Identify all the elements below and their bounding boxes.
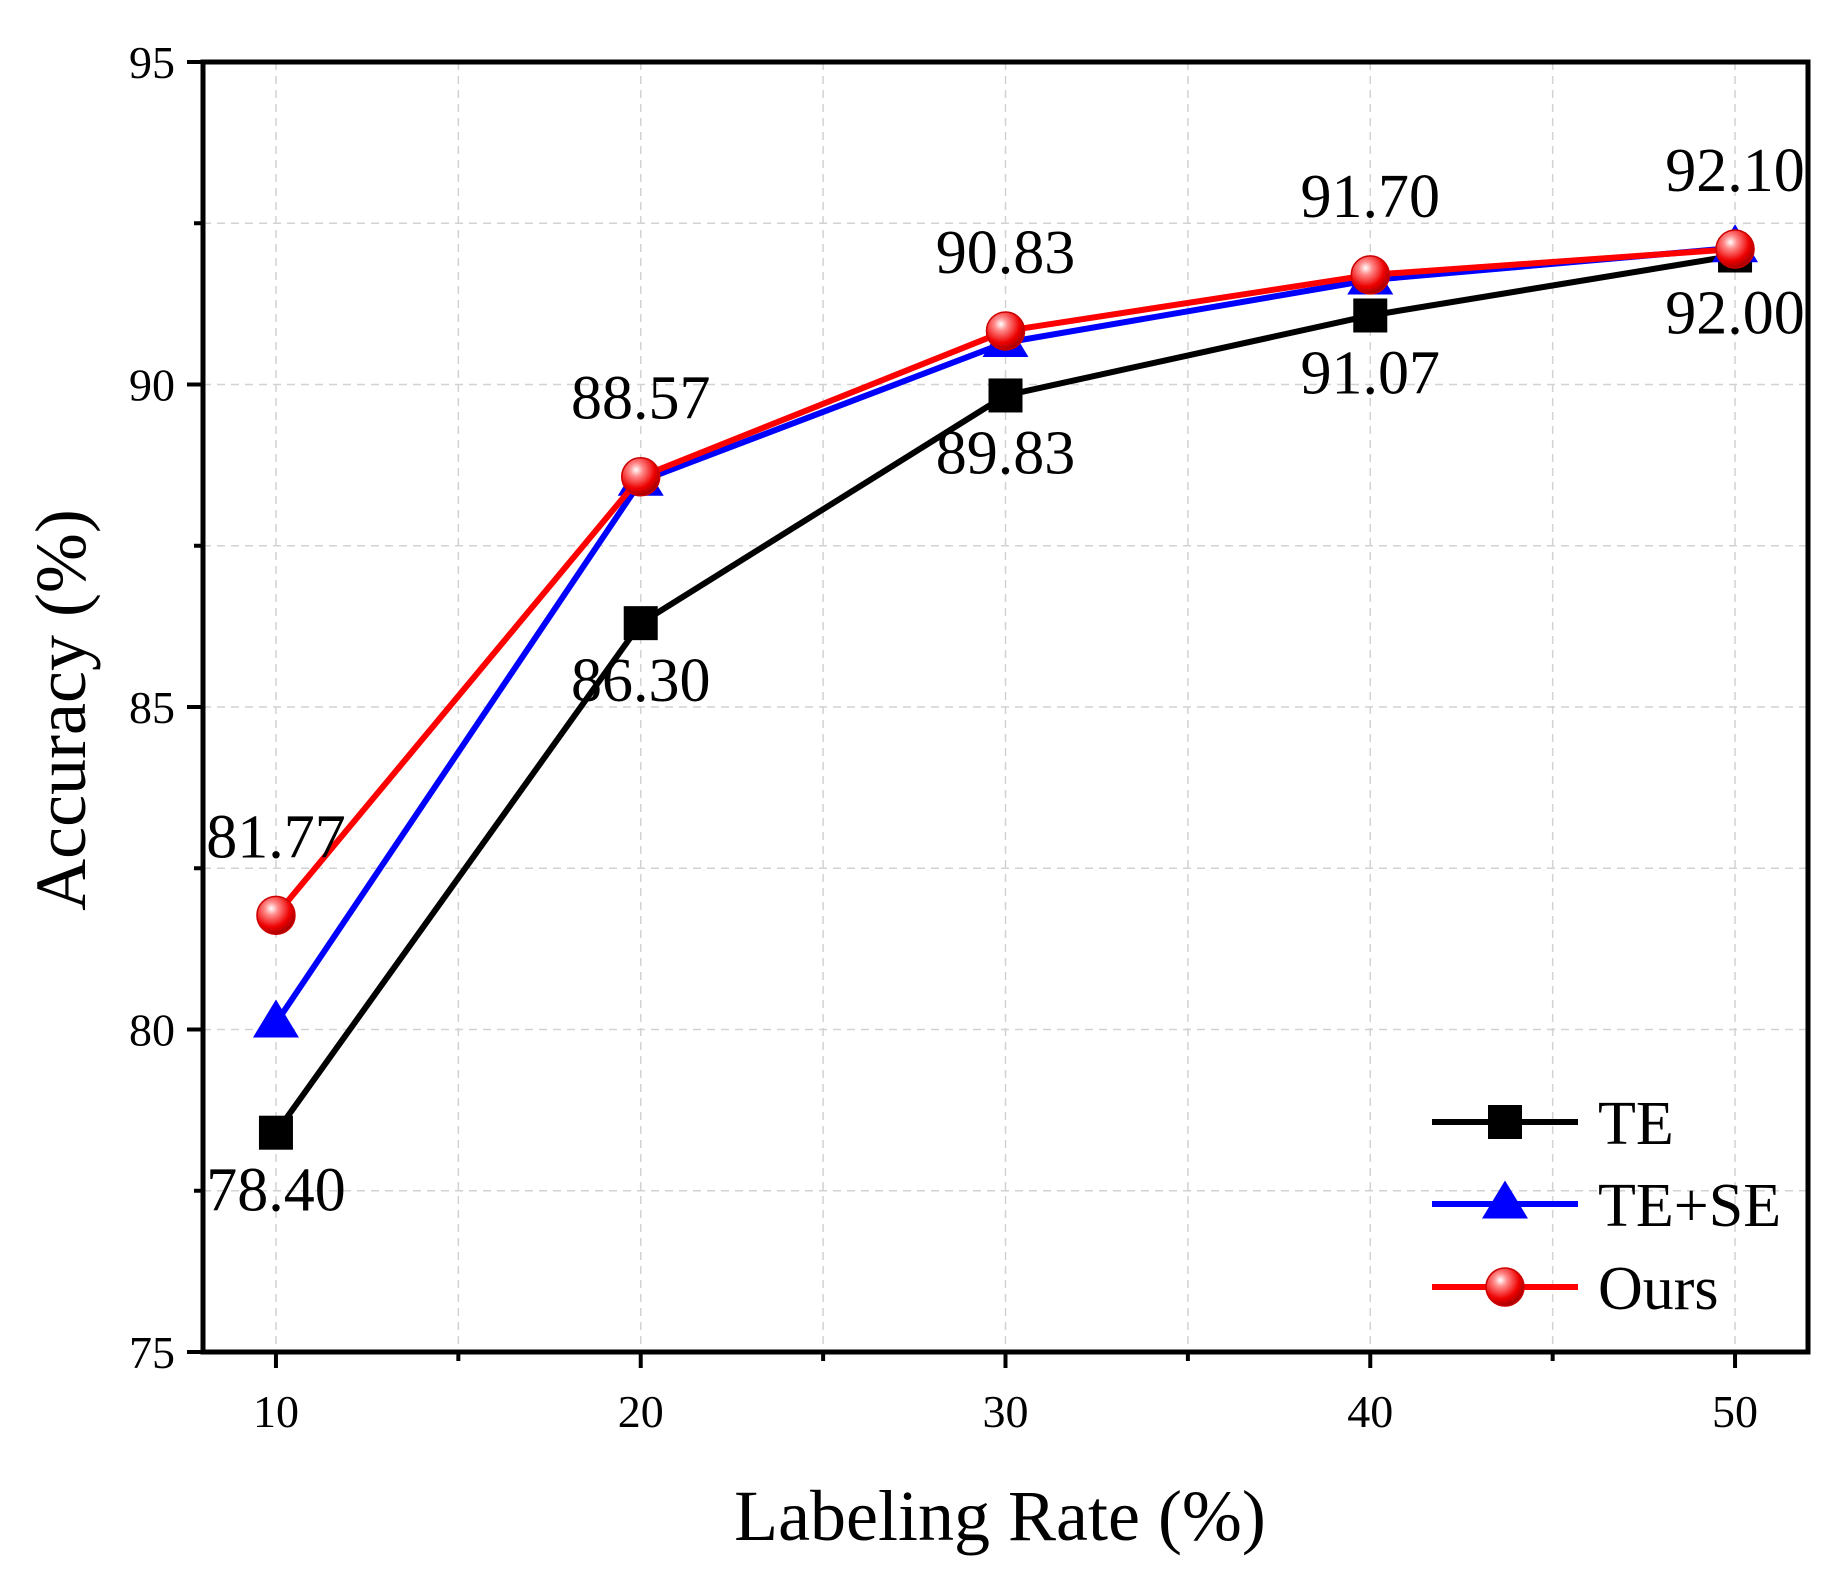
x-tick-label: 50	[1712, 1386, 1758, 1437]
data-label: 78.40	[206, 1157, 346, 1225]
x-tick-label: 40	[1347, 1386, 1393, 1437]
square-marker	[1353, 298, 1388, 333]
data-labels: 78.40 86.30 89.83 91.07 92.00 81.77 88.57 90.83…	[206, 137, 1805, 1225]
circle-marker	[985, 311, 1026, 351]
square-marker	[988, 378, 1023, 413]
circle-marker	[620, 456, 661, 497]
legend-label-te-se: TE+SE	[1598, 1172, 1781, 1240]
circle-marker	[1715, 229, 1755, 269]
x-axis-title: Labeling Rate (%)	[734, 1476, 1266, 1556]
circle-marker	[1485, 1267, 1525, 1307]
axes: 10 20 30 40 50 75 80 85 90 95	[129, 37, 1811, 1437]
legend-label-ours: Ours	[1598, 1255, 1719, 1323]
data-label: 91.07	[1301, 339, 1441, 407]
triangle-marker	[1482, 1180, 1528, 1219]
y-tick-label: 95	[129, 37, 175, 88]
x-tick-label: 10	[253, 1386, 299, 1437]
y-axis-title: Accuracy (%)	[21, 509, 101, 911]
series-layer	[252, 224, 1759, 1150]
data-label: 90.83	[936, 219, 1076, 287]
y-tick-label: 75	[129, 1327, 175, 1378]
x-tick-label: 30	[983, 1386, 1029, 1437]
triangle-marker	[252, 999, 299, 1038]
circle-marker	[256, 895, 296, 936]
circle-marker	[1350, 255, 1391, 295]
square-marker	[623, 606, 658, 641]
x-tick-label: 20	[618, 1386, 664, 1437]
data-label: 92.00	[1665, 280, 1805, 348]
data-label: 81.77	[206, 803, 346, 871]
square-marker	[1488, 1105, 1522, 1139]
data-label: 91.70	[1301, 163, 1441, 231]
data-label: 86.30	[571, 647, 711, 715]
data-label: 88.57	[571, 365, 711, 433]
y-tick-label: 80	[129, 1005, 175, 1056]
data-label: 89.83	[936, 419, 1076, 487]
square-marker	[258, 1115, 293, 1150]
y-tick-label: 85	[129, 682, 175, 733]
legend: TE TE+SE Ours	[1432, 1090, 1781, 1323]
legend-label-te: TE	[1598, 1090, 1674, 1158]
data-label: 92.10	[1665, 137, 1805, 205]
y-tick-label: 90	[129, 360, 175, 411]
